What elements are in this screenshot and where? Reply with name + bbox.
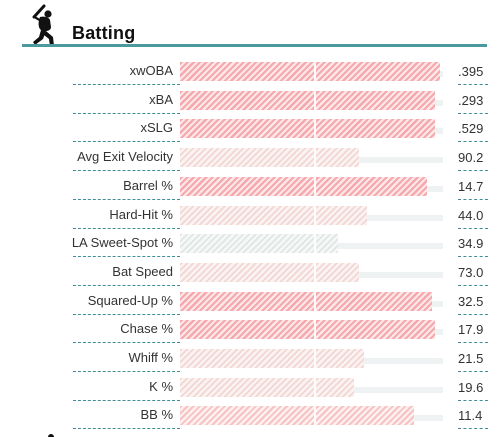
metric-row: Whiff % 21.5 — [0, 345, 503, 374]
row-divider-right — [458, 141, 488, 143]
metric-label: Squared-Up % — [87, 292, 173, 308]
metric-label: K % — [149, 378, 173, 394]
median-marker — [314, 144, 316, 173]
row-divider — [73, 141, 180, 143]
metric-row: Chase % 17.9 — [0, 316, 503, 345]
median-marker — [314, 86, 316, 115]
metric-label: LA Sweet-Spot % — [71, 235, 173, 251]
row-divider — [73, 284, 180, 286]
percentile-bar — [180, 262, 359, 282]
metric-label: BB % — [140, 407, 173, 423]
metric-value: 32.5 — [458, 293, 484, 309]
metric-label: Hard-Hit % — [109, 206, 173, 222]
median-marker — [314, 373, 316, 402]
median-marker — [314, 172, 316, 201]
row-divider-right — [458, 342, 488, 344]
title-rule — [22, 44, 487, 47]
row-divider-right — [458, 256, 488, 258]
row-divider-right — [458, 170, 488, 172]
metric-value: 44.0 — [458, 207, 484, 223]
metric-value: .293 — [458, 92, 484, 108]
median-marker — [314, 201, 316, 230]
percentile-bar — [180, 90, 435, 110]
median-marker — [314, 287, 316, 316]
median-marker — [314, 115, 316, 144]
row-divider — [73, 399, 180, 401]
row-divider-right — [458, 198, 488, 200]
metric-row: BB % 11.4 — [0, 402, 503, 431]
metric-label: Avg Exit Velocity — [77, 149, 173, 165]
metric-value: 21.5 — [458, 351, 484, 366]
row-divider-right — [458, 284, 488, 286]
next-section-icon — [48, 434, 54, 437]
percentile-bar — [180, 377, 354, 397]
row-divider-right — [458, 371, 488, 372]
metric-row: Hard-Hit % 44.0 — [0, 201, 503, 231]
median-marker — [314, 258, 316, 287]
median-marker — [314, 58, 316, 86]
metric-value: .395 — [458, 64, 484, 79]
metric-value: 14.7 — [458, 178, 484, 194]
percentile-bar — [180, 119, 435, 139]
percentile-bar — [180, 205, 367, 225]
percentile-bar — [180, 62, 440, 81]
median-marker — [314, 230, 316, 259]
row-divider — [73, 428, 180, 430]
metric-row: Barrel % 14.7 — [0, 172, 503, 202]
metric-row: xBA .293 — [0, 86, 503, 116]
section-title: Batting — [72, 23, 136, 43]
percentile-bar — [180, 148, 359, 168]
metric-label: xSLG — [140, 120, 173, 136]
percentile-bar — [180, 234, 338, 254]
percentile-bar — [180, 291, 432, 311]
row-divider — [73, 198, 180, 200]
metric-row: xwOBA .395 — [0, 58, 503, 87]
row-divider-right — [458, 112, 488, 114]
percentile-bar — [180, 349, 364, 368]
metric-value: 73.0 — [458, 264, 484, 280]
row-divider-right — [458, 428, 488, 430]
metric-label: Barrel % — [123, 177, 173, 193]
row-divider — [73, 170, 180, 172]
metric-value: 11.4 — [458, 408, 483, 424]
row-divider — [73, 84, 180, 85]
median-marker — [314, 402, 316, 431]
section-header: Batting — [0, 0, 503, 50]
row-divider-right — [458, 313, 488, 315]
metric-row: K % 19.6 — [0, 373, 503, 403]
row-divider — [73, 371, 180, 372]
metric-value: .529 — [458, 121, 484, 137]
row-divider — [73, 256, 180, 258]
metric-value: 17.9 — [458, 322, 484, 338]
metric-label: xwOBA — [129, 63, 173, 78]
metric-label: Bat Speed — [112, 263, 173, 279]
metric-label: xBA — [149, 91, 173, 107]
row-divider-right — [458, 227, 488, 229]
row-divider-right — [458, 84, 488, 85]
row-divider — [73, 112, 180, 114]
metric-row: Squared-Up % 32.5 — [0, 287, 503, 317]
metric-row: xSLG .529 — [0, 115, 503, 144]
row-divider — [73, 227, 180, 229]
percentile-bar — [180, 176, 427, 196]
percentile-bar — [180, 320, 435, 340]
metric-row: Avg Exit Velocity 90.2 — [0, 144, 503, 173]
metric-value: 34.9 — [458, 236, 484, 252]
metric-row: Bat Speed 73.0 — [0, 258, 503, 288]
median-marker — [314, 316, 316, 345]
metric-label: Whiff % — [128, 350, 173, 365]
metric-row: LA Sweet-Spot % 34.9 — [0, 230, 503, 259]
metric-value: 19.6 — [458, 379, 484, 395]
batter-icon — [32, 4, 54, 46]
row-divider-right — [458, 399, 488, 401]
metric-label: Chase % — [120, 321, 173, 337]
row-divider — [73, 313, 180, 315]
metric-value: 90.2 — [458, 150, 484, 166]
median-marker — [314, 345, 316, 373]
percentile-bar — [180, 406, 414, 426]
row-divider — [73, 342, 180, 344]
